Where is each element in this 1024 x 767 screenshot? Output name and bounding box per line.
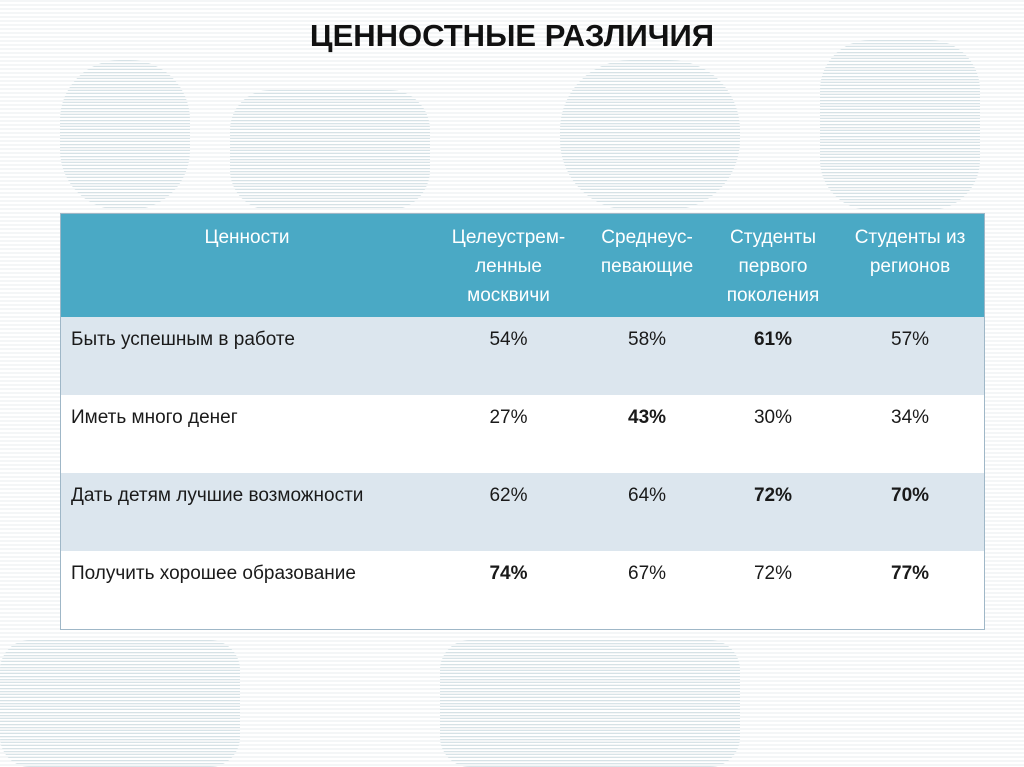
- background-shape: [230, 90, 430, 210]
- value-cell: 72%: [709, 473, 837, 551]
- value-cell: 64%: [584, 473, 710, 551]
- background-shape: [60, 60, 190, 210]
- value-cell: 72%: [709, 551, 837, 630]
- row-label: Иметь много денег: [60, 395, 433, 473]
- slide-title: ЦЕННОСТНЫЕ РАЗЛИЧИЯ: [309, 18, 715, 53]
- header-cell: Среднеус- певающие: [584, 213, 710, 317]
- value-cell: 54%: [432, 317, 585, 395]
- background-shape: [440, 640, 740, 767]
- table-row: Иметь много денег 27% 43% 30% 34%: [60, 395, 985, 473]
- background-shape: [560, 60, 740, 210]
- background-shape: [820, 40, 980, 210]
- value-cell: 61%: [709, 317, 837, 395]
- value-cell: 58%: [584, 317, 710, 395]
- value-cell: 30%: [709, 395, 837, 473]
- header-cell: Студенты из регионов: [836, 213, 985, 317]
- table-row: Дать детям лучшие возможности 62% 64% 72% 70…: [60, 473, 985, 551]
- value-cell: 43%: [584, 395, 710, 473]
- table-row: Быть успешным в работе 54% 58% 61% 57%: [60, 317, 985, 395]
- table-row: Получить хорошее образование 74% 67% 72% 77%: [60, 551, 985, 630]
- value-cell: 67%: [584, 551, 710, 630]
- value-cell: 77%: [836, 551, 985, 630]
- header-cell: Целеустрем- ленные москвичи: [432, 213, 585, 317]
- value-cell: 74%: [432, 551, 585, 630]
- header-row: Ценности Целеустрем- ленные москвичи Средн…: [60, 213, 985, 317]
- value-cell: 27%: [432, 395, 585, 473]
- value-cell: 34%: [836, 395, 985, 473]
- row-label: Дать детям лучшие возможности: [60, 473, 433, 551]
- header-cell: Ценности: [60, 213, 433, 317]
- values-table: Ценности Целеустрем- ленные москвичи Средн…: [60, 213, 985, 630]
- row-label: Получить хорошее образование: [60, 551, 433, 630]
- background-shape: [0, 640, 240, 767]
- header-cell: Студенты первого поколения: [709, 213, 837, 317]
- value-cell: 62%: [432, 473, 585, 551]
- row-label: Быть успешным в работе: [60, 317, 433, 395]
- value-cell: 70%: [836, 473, 985, 551]
- value-cell: 57%: [836, 317, 985, 395]
